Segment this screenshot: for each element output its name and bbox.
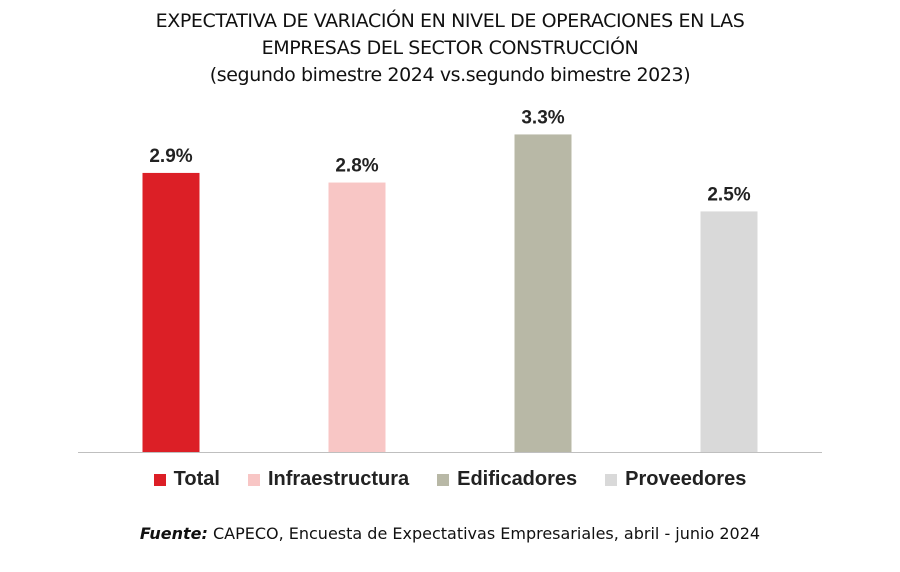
bar-chart: 2.9% 2.8% 3.3% 2.5% (78, 107, 822, 453)
legend-swatch (153, 473, 166, 486)
legend-item-proveedores: Proveedores (605, 468, 746, 491)
chart-title: EXPECTATIVA DE VARIACIÓN EN NIVEL DE OPE… (0, 8, 900, 89)
legend-label: Total (173, 468, 220, 490)
data-label: 2.8% (335, 156, 378, 177)
bar-infraestructura (328, 182, 386, 452)
legend-label: Edificadores (457, 468, 578, 490)
data-label: 3.3% (521, 107, 564, 128)
bar-total (142, 172, 200, 452)
legend-item-edificadores: Edificadores (437, 468, 577, 491)
source-note: Fuente: CAPECO, Encuesta de Expectativas… (0, 524, 900, 543)
title-line-3: (segundo bimestre 2024 vs.segundo bimest… (209, 64, 691, 86)
title-line-2: EMPRESAS DEL SECTOR CONSTRUCCIÓN (261, 37, 639, 59)
legend-swatch (247, 473, 260, 486)
legend-swatch (437, 473, 450, 486)
bar-proveedores (700, 211, 758, 452)
source-label: Fuente: (139, 524, 208, 543)
source-text: CAPECO, Encuesta de Expectativas Empresa… (207, 524, 761, 543)
bar-edificadores (514, 134, 572, 452)
title-line-1: EXPECTATIVA DE VARIACIÓN EN NIVEL DE OPE… (155, 10, 745, 32)
legend-label: Infraestructura (267, 468, 410, 490)
data-label: 2.9% (149, 146, 192, 167)
legend-label: Proveedores (625, 468, 747, 490)
data-label: 2.5% (707, 184, 750, 205)
legend-swatch (605, 473, 618, 486)
legend: Total Infraestructura Edificadores Prove… (0, 468, 900, 491)
legend-item-infraestructura: Infraestructura (247, 468, 410, 491)
legend-item-total: Total (153, 468, 220, 491)
